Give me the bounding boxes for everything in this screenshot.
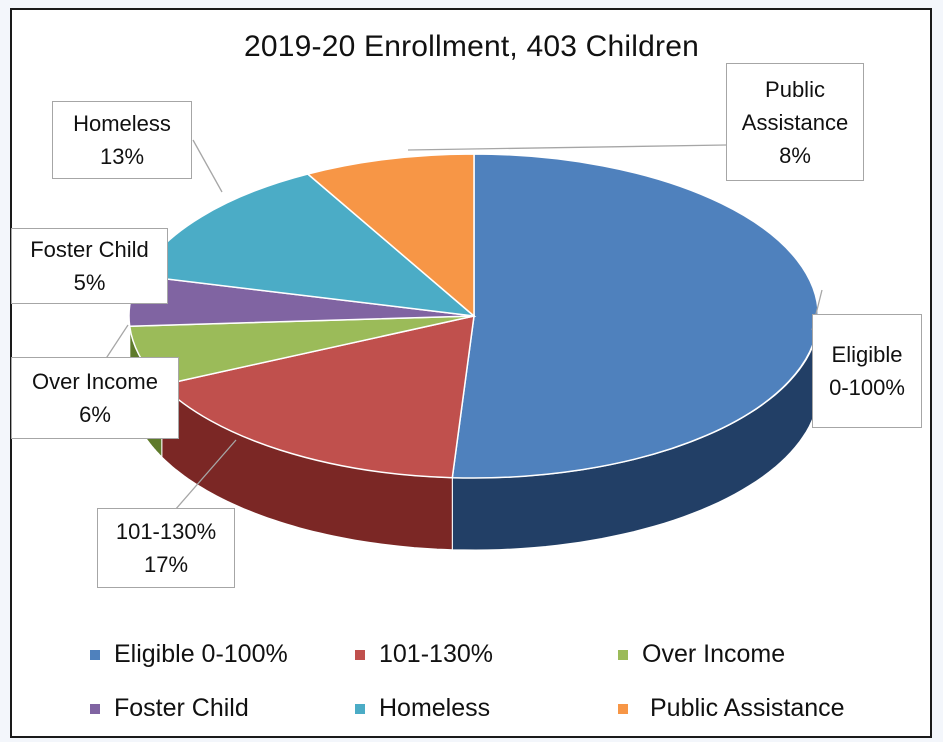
- callout-foster-child-label: Foster Child: [30, 237, 149, 262]
- leader-line-4: [192, 139, 223, 193]
- callout-public-assistance-line2: Assistance: [741, 109, 849, 135]
- pie-slice-public-assistance: [306, 153, 475, 318]
- leader-line-5: [407, 144, 727, 151]
- callout-eligible-line1: Eligible: [831, 342, 903, 367]
- callout-eligible: Eligible 0-100%: [812, 314, 922, 428]
- callout-homeless-label: Homeless: [73, 111, 171, 136]
- callout-public-assistance-value: 8%: [779, 142, 811, 168]
- callout-over-income-value: 6%: [79, 402, 111, 427]
- leader-line-2: [104, 324, 129, 361]
- callout-foster-child: Foster Child 5%: [11, 228, 168, 304]
- leader-line-1: [174, 439, 237, 511]
- callout-101-130-value: 17%: [143, 552, 189, 577]
- callout-public-assistance: Public Assistance 8%: [726, 63, 864, 181]
- callout-101-130: 101-130% 17%: [97, 508, 235, 588]
- callout-homeless-value: 13%: [99, 144, 145, 169]
- callout-homeless: Homeless 13%: [52, 101, 192, 179]
- callout-over-income: Over Income 6%: [11, 357, 179, 439]
- callout-101-130-label: 101-130%: [115, 519, 217, 544]
- callout-over-income-label: Over Income: [32, 369, 158, 394]
- callout-eligible-line2: 0-100%: [829, 375, 905, 400]
- callout-public-assistance-line1: Public: [765, 76, 825, 102]
- callout-foster-child-value: 5%: [73, 270, 106, 295]
- chart-title: 2019-20 Enrollment, 403 Children: [243, 30, 699, 63]
- pie-slice-101-130-: [160, 315, 475, 479]
